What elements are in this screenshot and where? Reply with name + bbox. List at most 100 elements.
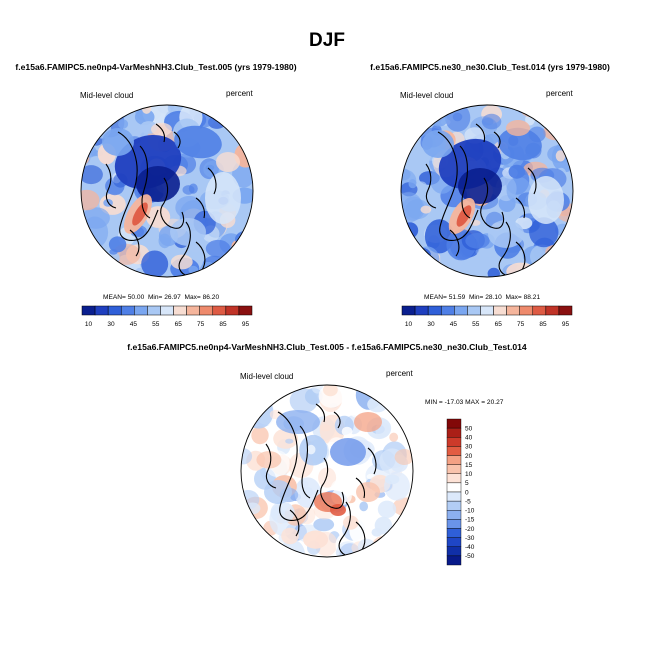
colorbar-swatch [506, 305, 520, 316]
field-cell [241, 515, 259, 549]
field-cell [534, 105, 560, 125]
field-cell [118, 119, 129, 129]
colorbar-tick-label: 45 [450, 321, 458, 328]
coastline [105, 163, 117, 209]
colorbar-tick-label: -40 [465, 544, 475, 551]
field-cell [405, 541, 413, 554]
panel-3-units-label: percent [386, 369, 413, 378]
field-feature [506, 120, 530, 136]
coastline [475, 123, 486, 143]
coastline [367, 447, 377, 475]
field-cell [407, 247, 431, 263]
colorbar-swatch [160, 305, 174, 316]
field-cell [205, 239, 231, 258]
colorbar-swatch [446, 455, 462, 465]
field-cell [371, 528, 383, 537]
colorbar-swatch [212, 305, 227, 316]
field-cell [251, 426, 269, 445]
field-feature [330, 438, 366, 466]
field-cell [83, 145, 97, 158]
colorbar-swatch [446, 482, 462, 493]
field-feature [356, 482, 380, 502]
colorbar-tick-label: 30 [427, 321, 435, 328]
field-cell [244, 502, 261, 515]
colorbar-tick-label: 20 [465, 453, 473, 460]
coastline [289, 509, 300, 537]
field-cell [285, 438, 294, 444]
field-cell [404, 263, 426, 277]
colorbar-tick-label: 30 [465, 444, 473, 451]
coastline [493, 131, 501, 149]
field-cell [273, 428, 298, 449]
field-cell [99, 193, 126, 215]
field-cell [452, 112, 463, 122]
colorbar-tick-label: 75 [197, 321, 205, 328]
field-cell [109, 249, 118, 255]
field-cell [170, 254, 193, 270]
colorbar-swatch [446, 473, 462, 484]
panel-2-title: f.e15a6.FAMIPC5.ne30_ne30.Club_Test.014 … [370, 62, 610, 72]
field-cell [555, 150, 566, 162]
panel-1-max-label: Max= [184, 294, 201, 301]
field-cell [141, 250, 169, 277]
colorbar-tick-label: -10 [465, 508, 475, 515]
field-cell [240, 265, 252, 277]
field-cell [281, 527, 299, 545]
field-cell [81, 165, 103, 185]
colorbar-swatch [120, 305, 135, 316]
colorbar-swatch [446, 446, 462, 456]
colorbar-tick-label: -50 [465, 553, 475, 560]
panel-1-title: f.e15a6.FAMIPC5.ne0np4-VarMeshNH3.Club_T… [15, 62, 297, 72]
colorbar-swatch [558, 305, 573, 316]
field-cell [246, 415, 256, 421]
field-cell [270, 501, 295, 524]
field-cell [372, 535, 399, 553]
coastline [195, 241, 206, 271]
field-cell [241, 448, 253, 465]
field-cell [516, 105, 532, 114]
field-cell [97, 270, 107, 277]
field-cell [211, 108, 222, 119]
field-cell [343, 515, 359, 530]
colorbar-tick-label: 10 [85, 321, 93, 328]
colorbar-swatch [427, 305, 442, 316]
field-cell [109, 266, 133, 277]
panel-2-stats: MEAN= 51.59 Min= 28.10 Max= 88.21 [424, 294, 540, 301]
field-cell [302, 486, 313, 497]
field-cell [387, 542, 413, 557]
field-cell [380, 547, 392, 557]
coastline [320, 457, 345, 509]
field-feature [276, 410, 320, 434]
field-cell [542, 273, 551, 277]
colorbar-swatch [173, 305, 187, 316]
field-cell [241, 410, 253, 422]
panel-3-stats: MIN = -17.03 MAX = 20.27 [425, 399, 504, 406]
field-feature [422, 130, 454, 158]
field-cell [81, 258, 98, 274]
field-cell [82, 244, 91, 251]
colorbar-tick-label: 5 [465, 480, 469, 487]
field-cell [241, 411, 254, 422]
colorbar-tick-label: 10 [465, 471, 473, 478]
coastline [480, 177, 505, 229]
panel-1-min-value: 26.97 [164, 294, 181, 301]
colorbar-swatch [545, 305, 560, 316]
field-feature [132, 202, 148, 226]
colorbar-tick-label: 85 [539, 321, 547, 328]
coastline [173, 131, 181, 149]
field-cell [246, 542, 262, 557]
field-cell [408, 179, 417, 189]
panel-2-max-label: Max= [505, 294, 522, 301]
colorbar-tick-label: 10 [405, 321, 413, 328]
colorbar-swatch [446, 500, 462, 511]
coastline [515, 241, 526, 271]
colorbar-swatch [199, 305, 214, 316]
panel-2-max-value: 88.21 [523, 294, 541, 301]
colorbar-swatch [107, 305, 122, 316]
coastline [315, 403, 326, 423]
colorbar-swatch [446, 427, 462, 438]
colorbar-tick-label: 65 [175, 321, 183, 328]
field-cell [81, 207, 110, 229]
panel-1-units-label: percent [226, 89, 253, 98]
colorbar-swatch [446, 418, 462, 429]
